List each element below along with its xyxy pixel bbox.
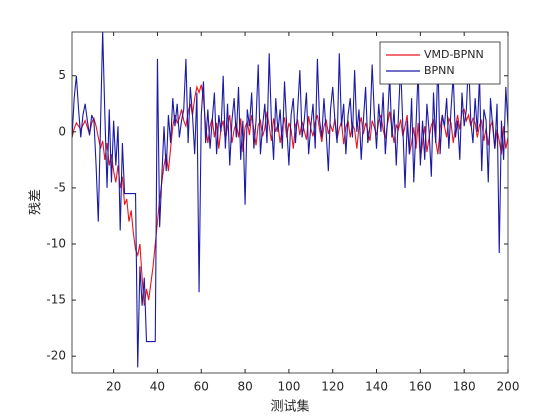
x-tick-label: 100: [277, 380, 300, 394]
x-tick-label: 60: [194, 380, 209, 394]
x-tick-label: 120: [321, 380, 344, 394]
x-tick-label: 20: [106, 380, 121, 394]
x-tick-label: 140: [365, 380, 388, 394]
y-tick-label: -5: [54, 180, 66, 194]
y-axis-label: 残差: [29, 189, 44, 215]
x-tick-label: 80: [237, 380, 252, 394]
y-tick-label: 5: [58, 68, 66, 82]
x-tick-label: 160: [409, 380, 432, 394]
y-tick-label: -15: [46, 293, 66, 307]
x-axis-label: 测试集: [270, 399, 309, 415]
x-tick-label: 180: [453, 380, 476, 394]
legend-label: VMD-BPNN: [424, 48, 484, 61]
axes-box: [71, 31, 509, 374]
y-tick-label: 0: [58, 124, 66, 138]
plot-area: [72, 32, 508, 373]
x-tick-label: 40: [150, 380, 165, 394]
legend-label: BPNN: [424, 64, 455, 77]
series-line: [72, 32, 508, 368]
x-tick-label: 200: [497, 380, 520, 394]
y-tick-label: -20: [46, 349, 66, 363]
legend-box: [379, 41, 501, 85]
y-tick-label: -10: [46, 237, 66, 251]
